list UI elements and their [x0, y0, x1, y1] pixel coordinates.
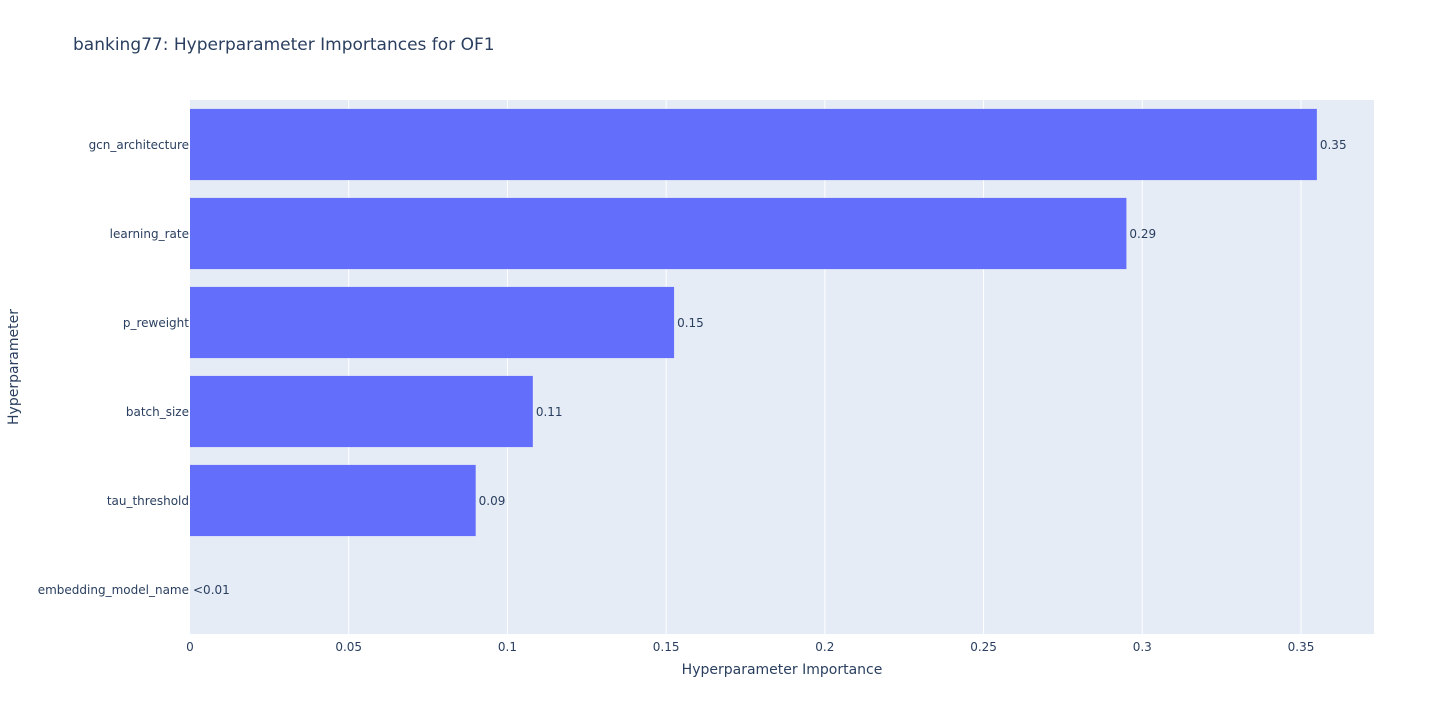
category-labels: gcn_architecture learning_rate p_reweightb… — [38, 138, 190, 597]
bar-batch_size — [190, 375, 533, 448]
category-label-tau_threshold: tau_threshold — [107, 494, 189, 508]
bar-tau_threshold — [190, 464, 476, 537]
category-label-batch_size: batch_size — [126, 405, 189, 419]
bar-learning_rate — [190, 197, 1127, 270]
y-axis-title: Hyperparameter — [6, 309, 22, 425]
x-tick-label: 0.15 — [653, 640, 680, 654]
x-tick-label: 0.05 — [335, 640, 362, 654]
value-label-tau_threshold: 0.09 — [479, 494, 506, 508]
x-tick-label: 0.3 — [1133, 640, 1152, 654]
category-label-gcn_architecture: gcn_architecture — [89, 138, 189, 152]
value-label-gcn_architecture: 0.35 — [1320, 138, 1347, 152]
value-label-learning_rate: 0.29 — [1129, 227, 1156, 241]
value-label-batch_size: 0.11 — [536, 405, 563, 419]
chart-title: banking77: Hyperparameter Importances fo… — [73, 35, 495, 55]
category-label-p_reweight: p_reweight — [123, 316, 189, 330]
bar-gcn_architecture — [190, 108, 1317, 181]
x-tick-label: 0.25 — [970, 640, 997, 654]
x-tick-label: 0.35 — [1288, 640, 1315, 654]
x-tick-labels: 0 0.05 0.1 0.15 0.2 0.25 0.3 0.35 — [186, 640, 1314, 654]
value-labels: 0.35 0.29 0.15 0.11 0.09 <0.01 — [193, 138, 1347, 597]
x-tick-label: 0 — [186, 640, 194, 654]
x-axis-title: Hyperparameter Importance — [682, 662, 883, 678]
bars — [190, 108, 1317, 537]
category-label-learning_rate: learning_rate — [110, 227, 189, 241]
value-label-embedding_model_name: <0.01 — [193, 583, 230, 597]
x-tick-label: 0.1 — [498, 640, 517, 654]
category-label-embedding_model_name: embedding_model_name — [38, 583, 189, 597]
plot-area — [190, 100, 1374, 634]
x-tick-label: 0.2 — [815, 640, 834, 654]
grid-lines — [348, 100, 1302, 634]
value-label-p_reweight: 0.15 — [677, 316, 704, 330]
bar-p_reweight — [190, 286, 675, 359]
